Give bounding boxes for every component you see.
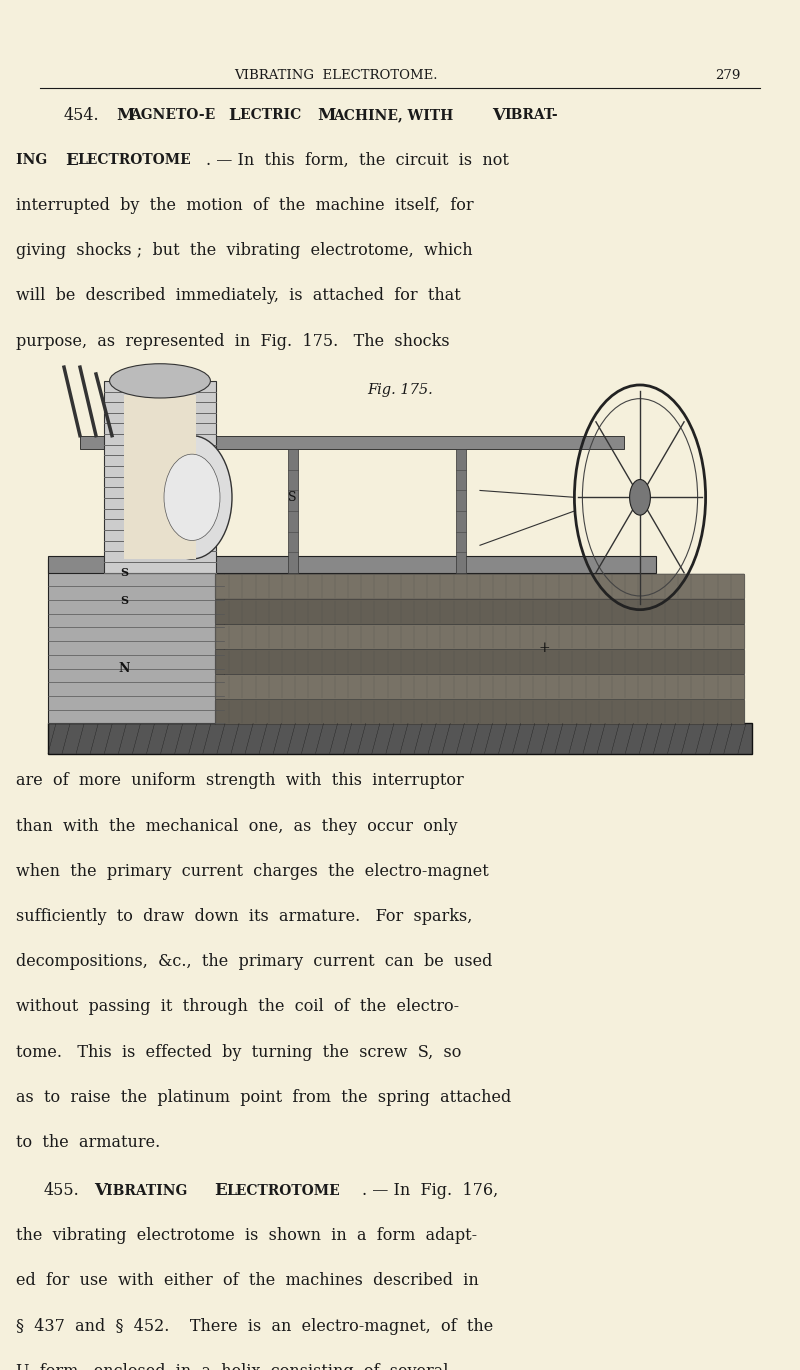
Text: M: M [318, 107, 336, 123]
Text: L: L [228, 107, 240, 123]
Text: ed  for  use  with  either  of  the  machines  described  in: ed for use with either of the machines d… [16, 1273, 478, 1289]
Bar [32, 401, 768, 764]
Text: are  of  more  uniform  strength  with  this  interruptor: are of more uniform strength with this i… [16, 773, 464, 789]
Ellipse shape [110, 364, 210, 399]
Text: tome.   This  is  effected  by  turning  the  screw  S,  so: tome. This is effected by turning the sc… [16, 1044, 462, 1060]
Text: §  437  and  §  452.    There  is  an  electro-magnet,  of  the: § 437 and § 452. There is an electro-mag… [16, 1318, 494, 1334]
Text: sufficiently  to  draw  down  its  armature.   For  sparks,: sufficiently to draw down its armature. … [16, 908, 472, 925]
Text: will  be  described  immediately,  is  attached  for  that: will be described immediately, is attach… [16, 288, 461, 304]
Text: LECTROTOME: LECTROTOME [226, 1184, 340, 1197]
Text: AGNETO-E: AGNETO-E [130, 108, 216, 122]
Text: when  the  primary  current  charges  the  electro-magnet: when the primary current charges the ele… [16, 863, 489, 880]
Text: E: E [66, 152, 78, 169]
FancyBboxPatch shape [215, 700, 745, 725]
Text: ACHINE, WITH: ACHINE, WITH [333, 108, 458, 122]
Text: 454.: 454. [64, 107, 100, 123]
Text: . — In  this  form,  the  circuit  is  not: . — In this form, the circuit is not [206, 152, 510, 169]
Text: interrupted  by  the  motion  of  the  machine  itself,  for: interrupted by the motion of the machine… [16, 197, 474, 214]
Text: . — In  Fig.  176,: . — In Fig. 176, [362, 1182, 498, 1199]
Text: N: N [118, 662, 130, 675]
Text: S: S [288, 490, 296, 504]
Text: 279: 279 [715, 68, 741, 82]
Text: S: S [120, 595, 128, 606]
Bar [456, 449, 466, 573]
Text: 455.: 455. [44, 1182, 80, 1199]
Ellipse shape [164, 455, 220, 541]
Text: than  with  the  mechanical  one,  as  they  occur  only: than with the mechanical one, as they oc… [16, 818, 458, 834]
Ellipse shape [152, 436, 232, 559]
Bar [288, 449, 298, 573]
Text: ECTRIC: ECTRIC [240, 108, 306, 122]
Bar [48, 723, 752, 754]
Text: M: M [116, 107, 134, 123]
Bar [124, 395, 196, 559]
FancyBboxPatch shape [215, 574, 745, 599]
Circle shape [630, 479, 650, 515]
Text: as  to  raise  the  platinum  point  from  the  spring  attached: as to raise the platinum point from the … [16, 1089, 511, 1106]
Text: purpose,  as  represented  in  Fig.  175.   The  shocks: purpose, as represented in Fig. 175. The… [16, 333, 450, 349]
Bar [80, 436, 624, 449]
FancyBboxPatch shape [215, 599, 745, 625]
Text: without  passing  it  through  the  coil  of  the  electro-: without passing it through the coil of t… [16, 999, 459, 1015]
Text: IBRAT-: IBRAT- [504, 108, 558, 122]
Text: giving  shocks ;  but  the  vibrating  electrotome,  which: giving shocks ; but the vibrating electr… [16, 242, 473, 259]
Bar [48, 556, 656, 573]
Text: LECTROTOME: LECTROTOME [78, 153, 191, 167]
Text: the  vibrating  electrotome  is  shown  in  a  form  adapt-: the vibrating electrotome is shown in a … [16, 1228, 477, 1244]
Text: Fig. 175.: Fig. 175. [367, 384, 433, 397]
Text: decompositions,  &c.,  the  primary  current  can  be  used: decompositions, &c., the primary current… [16, 954, 492, 970]
Text: E: E [214, 1182, 227, 1199]
Text: V: V [492, 107, 505, 123]
Text: U  form,  enclosed  in  a  helix  consisting  of  several: U form, enclosed in a helix consisting o… [16, 1363, 449, 1370]
Text: to  the  armature.: to the armature. [16, 1134, 160, 1151]
FancyBboxPatch shape [215, 674, 745, 700]
Text: IBRATING: IBRATING [106, 1184, 198, 1197]
Text: V: V [94, 1182, 107, 1199]
Text: ING: ING [16, 153, 57, 167]
Bar [104, 381, 216, 573]
Bar [48, 559, 224, 723]
FancyBboxPatch shape [215, 625, 745, 649]
Text: VIBRATING  ELECTROTOME.: VIBRATING ELECTROTOME. [234, 68, 438, 82]
Text: +: + [538, 641, 550, 655]
FancyBboxPatch shape [215, 649, 745, 674]
Text: S: S [120, 567, 128, 578]
